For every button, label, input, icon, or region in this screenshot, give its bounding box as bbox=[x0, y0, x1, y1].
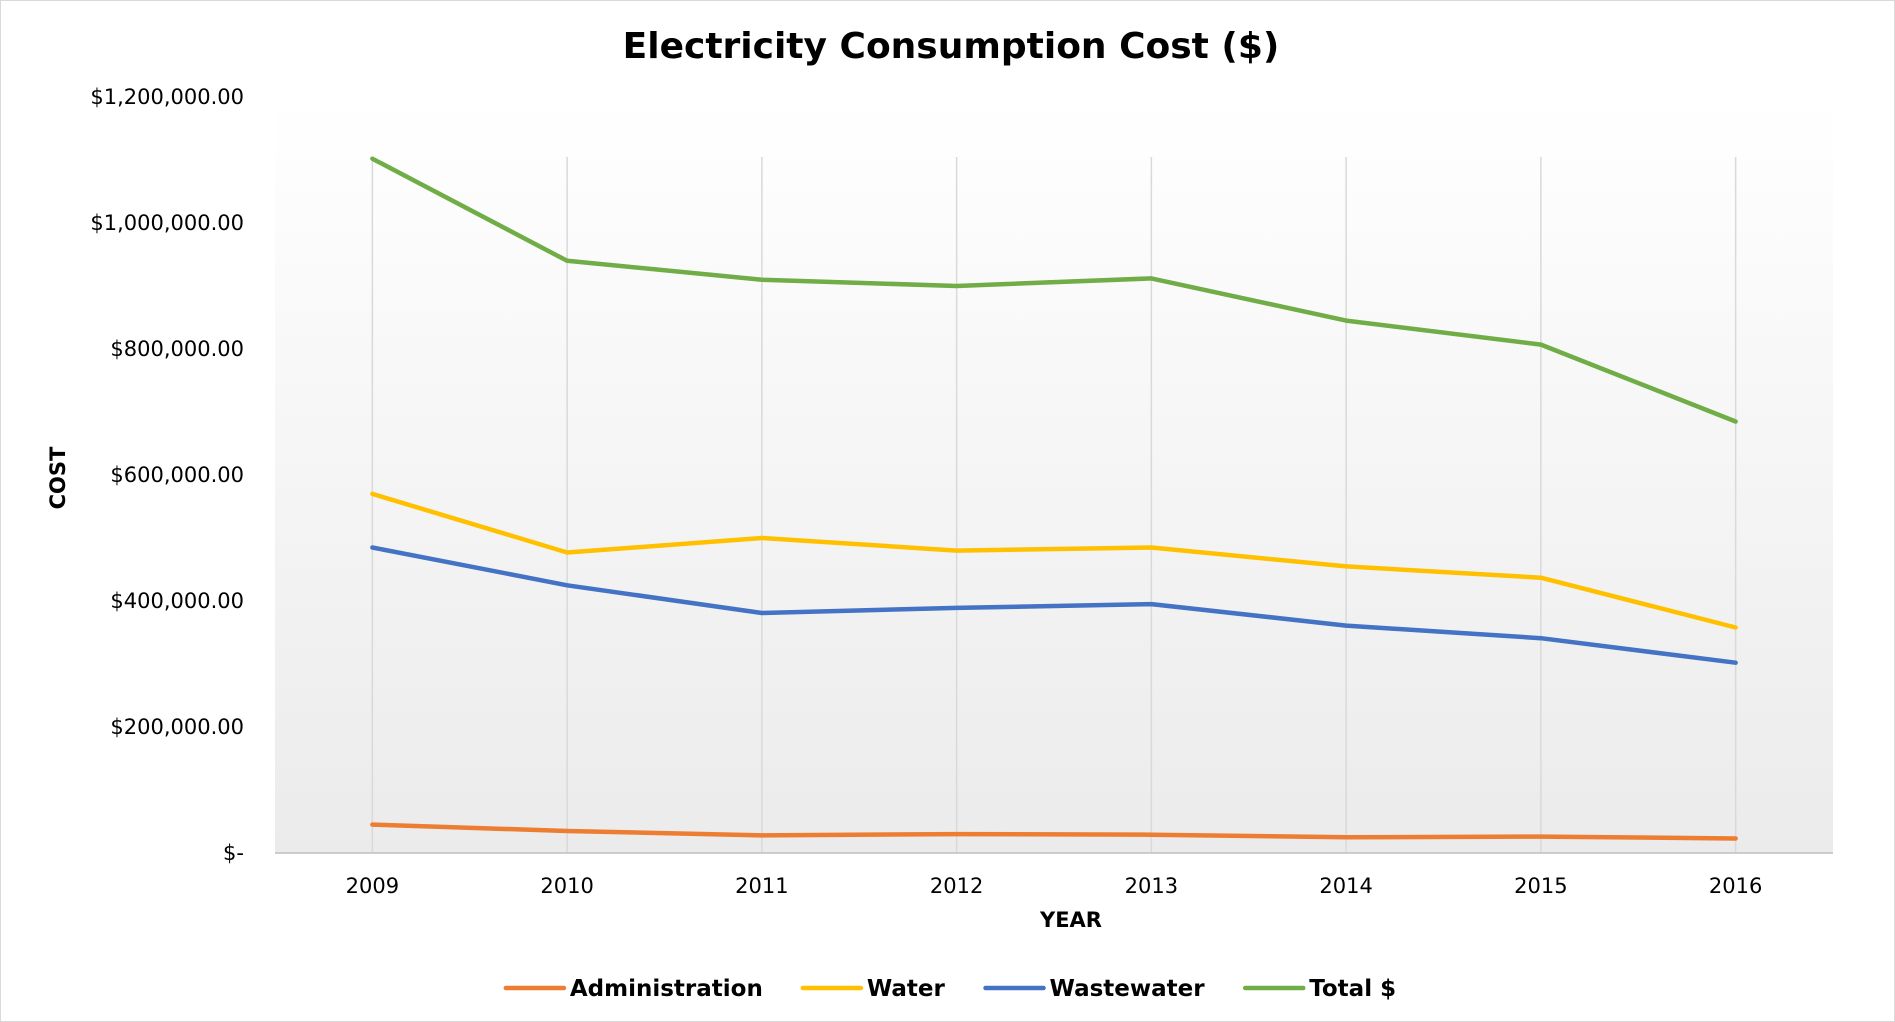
x-tick-label: 2015 bbox=[1514, 874, 1567, 898]
y-tick-label: $- bbox=[223, 841, 244, 865]
x-tick-label: 2010 bbox=[540, 874, 593, 898]
x-axis-title: YEAR bbox=[1039, 908, 1102, 932]
x-tick-label: 2009 bbox=[346, 874, 399, 898]
x-tick-label: 2014 bbox=[1319, 874, 1372, 898]
x-tick-label: 2012 bbox=[930, 874, 983, 898]
legend-label-administration: Administration bbox=[570, 976, 763, 1002]
y-tick-label: $400,000.00 bbox=[110, 589, 244, 613]
legend-label-water: Water bbox=[867, 976, 946, 1002]
chart-title: Electricity Consumption Cost ($) bbox=[623, 26, 1280, 67]
y-axis-title: COST bbox=[46, 446, 70, 509]
legend-label-total: Total $ bbox=[1309, 976, 1396, 1002]
x-axis-ticks: 2009 2010 2011 2012 2013 2014 2015 2016 bbox=[346, 874, 1763, 898]
legend-label-wastewater: Wastewater bbox=[1050, 976, 1206, 1002]
series-lines bbox=[370, 156, 1738, 841]
x-tick-label: 2011 bbox=[735, 874, 788, 898]
plot-background bbox=[275, 97, 1833, 853]
y-tick-label: $1,200,000.00 bbox=[90, 85, 244, 109]
series-line-wastewater bbox=[370, 545, 1738, 665]
y-tick-label: $600,000.00 bbox=[110, 463, 244, 487]
x-tick-label: 2016 bbox=[1709, 874, 1762, 898]
y-tick-label: $1,000,000.00 bbox=[90, 211, 244, 235]
y-axis-ticks: $- $200,000.00 $400,000.00 $600,000.00 $800,… bbox=[90, 85, 244, 865]
x-tick-label: 2013 bbox=[1125, 874, 1178, 898]
legend: Administration Water Wastewater Total $ bbox=[503, 976, 1396, 1002]
series-line-water bbox=[370, 491, 1738, 630]
y-tick-label: $200,000.00 bbox=[110, 715, 244, 739]
grid-lines bbox=[371, 157, 1737, 853]
series-line-administration bbox=[370, 822, 1738, 841]
y-tick-label: $800,000.00 bbox=[110, 337, 244, 361]
series-line-total bbox=[370, 156, 1738, 424]
